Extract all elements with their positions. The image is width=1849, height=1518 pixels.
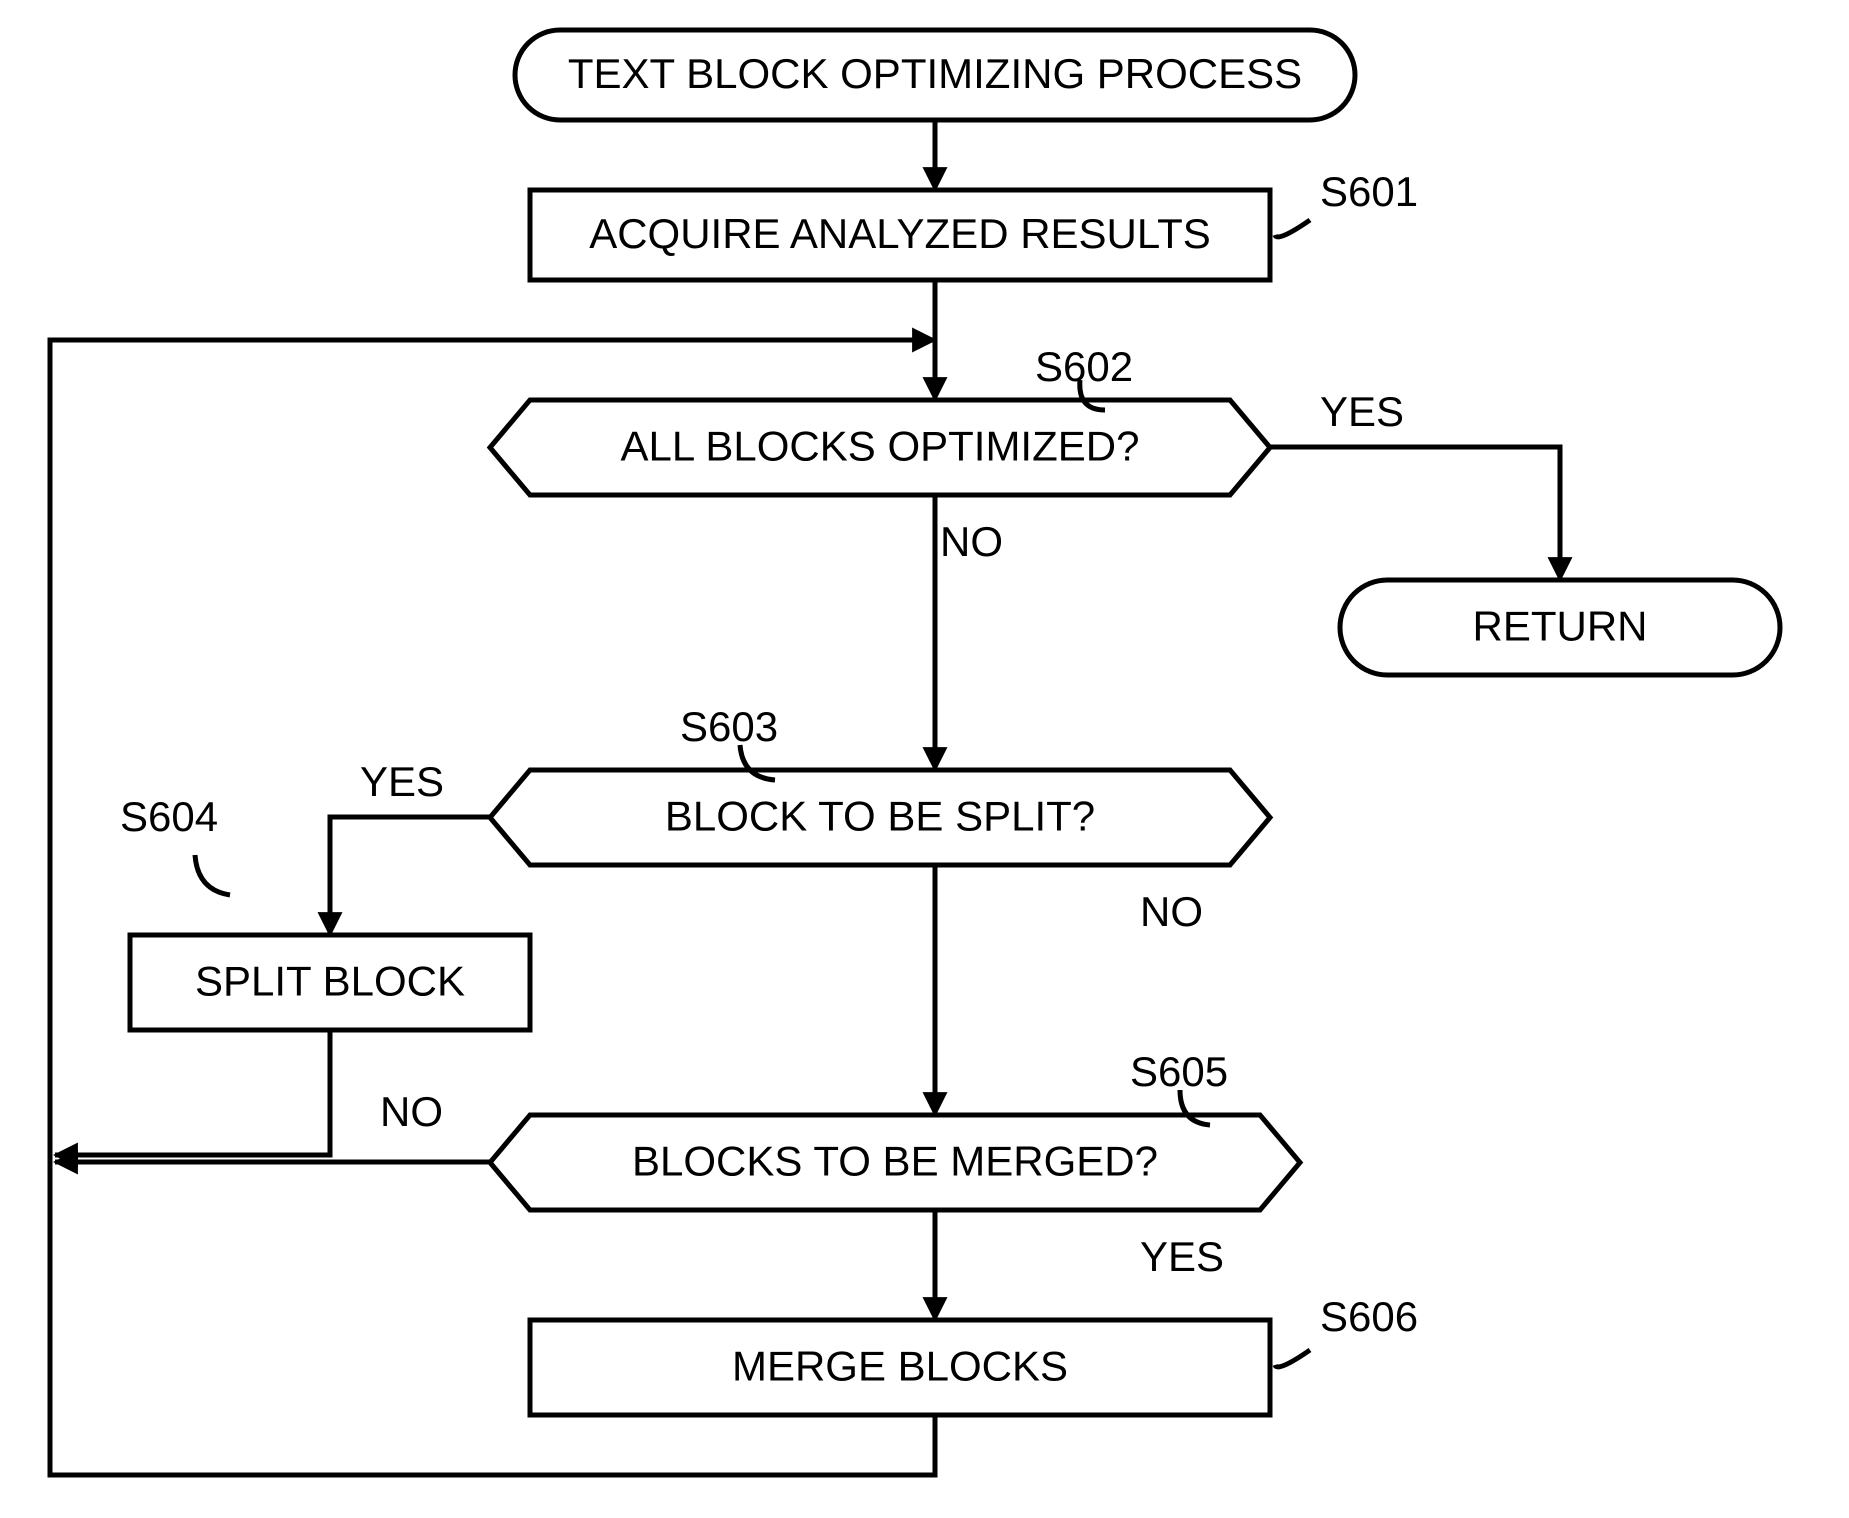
svg-text:S605: S605 — [1130, 1048, 1228, 1095]
flowchart-canvas: TEXT BLOCK OPTIMIZING PROCESS ACQUIRE ANA… — [0, 0, 1849, 1518]
svg-text:ACQUIRE ANALYZED RESULTS: ACQUIRE ANALYZED RESULTS — [589, 210, 1211, 257]
svg-text:SPLIT BLOCK: SPLIT BLOCK — [195, 958, 465, 1005]
edge — [55, 1030, 330, 1155]
svg-text:S606: S606 — [1320, 1293, 1418, 1340]
svg-text:S602: S602 — [1035, 343, 1133, 390]
svg-text:TEXT BLOCK OPTIMIZING PROCESS: TEXT BLOCK OPTIMIZING PROCESS — [568, 50, 1302, 97]
node-s602: ALL BLOCKS OPTIMIZED? — [490, 400, 1270, 495]
edge — [50, 340, 935, 1475]
svg-text:YES: YES — [1320, 388, 1404, 435]
svg-text:NO: NO — [940, 518, 1003, 565]
edge — [1275, 1350, 1310, 1367]
edge — [1275, 220, 1310, 237]
edge — [1270, 447, 1560, 580]
svg-text:S604: S604 — [120, 793, 218, 840]
svg-text:BLOCK TO BE SPLIT?: BLOCK TO BE SPLIT? — [665, 793, 1095, 840]
node-s604: SPLIT BLOCK — [130, 935, 530, 1030]
svg-text:S601: S601 — [1320, 168, 1418, 215]
edge — [740, 745, 775, 780]
svg-text:MERGE BLOCKS: MERGE BLOCKS — [732, 1343, 1068, 1390]
node-return: RETURN — [1340, 580, 1780, 675]
svg-text:ALL BLOCKS OPTIMIZED?: ALL BLOCKS OPTIMIZED? — [621, 423, 1140, 470]
node-start: TEXT BLOCK OPTIMIZING PROCESS — [515, 30, 1355, 120]
edge — [330, 817, 490, 935]
node-s603: BLOCK TO BE SPLIT? — [490, 770, 1270, 865]
edge — [1180, 1090, 1210, 1125]
svg-text:RETURN: RETURN — [1473, 603, 1648, 650]
svg-text:YES: YES — [1140, 1233, 1224, 1280]
node-s601: ACQUIRE ANALYZED RESULTS — [530, 190, 1270, 280]
svg-text:NO: NO — [1140, 888, 1203, 935]
node-s606: MERGE BLOCKS — [530, 1320, 1270, 1415]
svg-text:S603: S603 — [680, 703, 778, 750]
edge — [195, 855, 230, 895]
svg-text:YES: YES — [360, 758, 444, 805]
svg-text:NO: NO — [380, 1088, 443, 1135]
svg-text:BLOCKS TO BE MERGED?: BLOCKS TO BE MERGED? — [632, 1138, 1158, 1185]
node-s605: BLOCKS TO BE MERGED? — [490, 1115, 1300, 1210]
